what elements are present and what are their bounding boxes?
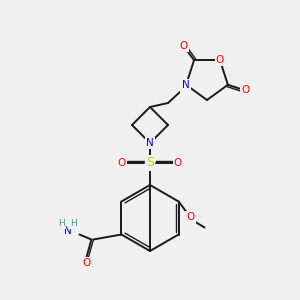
- Text: N: N: [146, 138, 154, 148]
- Text: O: O: [179, 40, 188, 51]
- Text: N: N: [182, 80, 190, 90]
- Text: N: N: [181, 83, 189, 93]
- Text: O: O: [118, 158, 126, 168]
- Text: O: O: [187, 212, 195, 223]
- Text: O: O: [241, 85, 249, 95]
- Text: O: O: [82, 259, 91, 269]
- Text: S: S: [146, 157, 154, 169]
- Text: H: H: [58, 219, 65, 228]
- Text: O: O: [216, 55, 224, 65]
- Text: H: H: [70, 219, 77, 228]
- Text: O: O: [174, 158, 182, 168]
- Text: N: N: [64, 226, 71, 236]
